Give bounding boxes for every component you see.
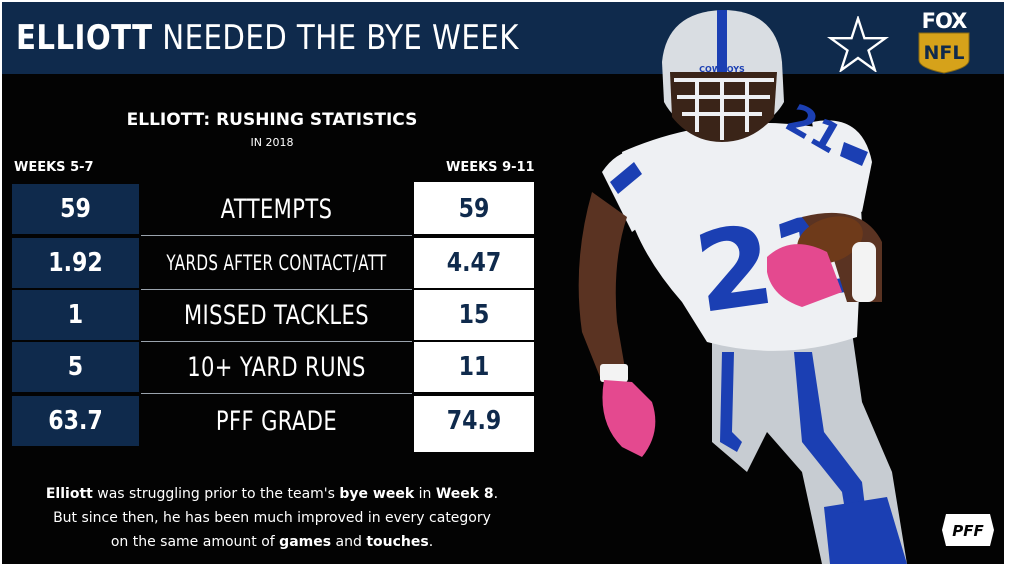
dallas-cowboys-star-icon — [826, 16, 890, 72]
right-value-cell: 11 — [414, 342, 534, 392]
stat-label: PFF GRADE — [215, 405, 338, 437]
stat-label-cell: MISSED TACKLES — [141, 290, 412, 342]
chart-subtitle: IN 2018 — [250, 136, 294, 149]
table-row: 59 ATTEMPTS 59 — [12, 184, 534, 236]
pff-logo-text: PFF — [952, 522, 984, 540]
right-value: 59 — [458, 194, 490, 224]
table-row: 5 10+ YARD RUNS 11 — [12, 342, 534, 394]
right-value: 15 — [458, 300, 490, 330]
table-row: 63.7 PFF GRADE 74.9 — [12, 396, 534, 448]
stat-label: 10+ YARD RUNS — [187, 351, 366, 383]
title-rest: NEEDED THE BYE WEEK — [152, 18, 519, 58]
chart-title: ELLIOTT: RUSHING STATISTICS — [126, 110, 418, 130]
fox-nfl-logo: FOX NFL — [918, 9, 970, 74]
left-value-cell: 59 — [12, 184, 139, 234]
caption-line-2: But since then, he has been much improve… — [53, 510, 491, 526]
right-value-cell: 74.9 — [414, 396, 534, 446]
left-value: 5 — [67, 352, 84, 382]
left-value: 1 — [67, 300, 84, 330]
caption-line-1: Elliott was struggling prior to the team… — [45, 486, 499, 502]
stat-label: YARDS AFTER CONTACT/ATT — [166, 251, 387, 275]
player-photo: 21 21 COWBOYS — [578, 10, 907, 564]
stat-label: MISSED TACKLES — [183, 299, 369, 331]
right-value: 11 — [458, 352, 490, 382]
stat-label-cell: ATTEMPTS — [141, 184, 412, 236]
left-value-cell: 63.7 — [12, 396, 139, 446]
left-value-cell: 1 — [12, 290, 139, 340]
page-title: ELLIOTT NEEDED THE BYE WEEK — [16, 16, 519, 60]
left-value: 1.92 — [48, 248, 103, 278]
helmet-text: COWBOYS — [699, 65, 745, 74]
stat-label: ATTEMPTS — [220, 193, 333, 225]
stat-label-cell: PFF GRADE — [141, 396, 412, 446]
right-value-cell: 15 — [414, 290, 534, 340]
left-value: 59 — [60, 194, 91, 224]
right-column-label: WEEKS 9-11 — [446, 160, 535, 175]
stat-label-cell: 10+ YARD RUNS — [141, 342, 412, 394]
table-row: 1.92 YARDS AFTER CONTACT/ATT 4.47 — [12, 238, 534, 290]
pff-logo: PFF — [942, 514, 994, 546]
fox-logo-text: FOX — [922, 9, 967, 33]
caption-line-3: on the same amount of games and touches. — [110, 534, 434, 550]
nfl-logo-text: NFL — [924, 42, 965, 64]
right-value-cell: 4.47 — [414, 238, 534, 288]
table-row: 1 MISSED TACKLES 15 — [12, 290, 534, 342]
stat-label-cell: YARDS AFTER CONTACT/ATT — [141, 238, 412, 290]
right-value: 4.47 — [446, 248, 502, 278]
right-column-bottom — [414, 444, 534, 452]
left-value: 63.7 — [48, 406, 103, 436]
left-value-cell: 1.92 — [12, 238, 139, 288]
left-value-cell: 5 — [12, 342, 139, 392]
left-column-label: WEEKS 5-7 — [14, 160, 94, 175]
right-value: 74.9 — [446, 406, 502, 436]
title-bold: ELLIOTT — [16, 18, 153, 58]
right-value-cell: 59 — [414, 184, 534, 234]
